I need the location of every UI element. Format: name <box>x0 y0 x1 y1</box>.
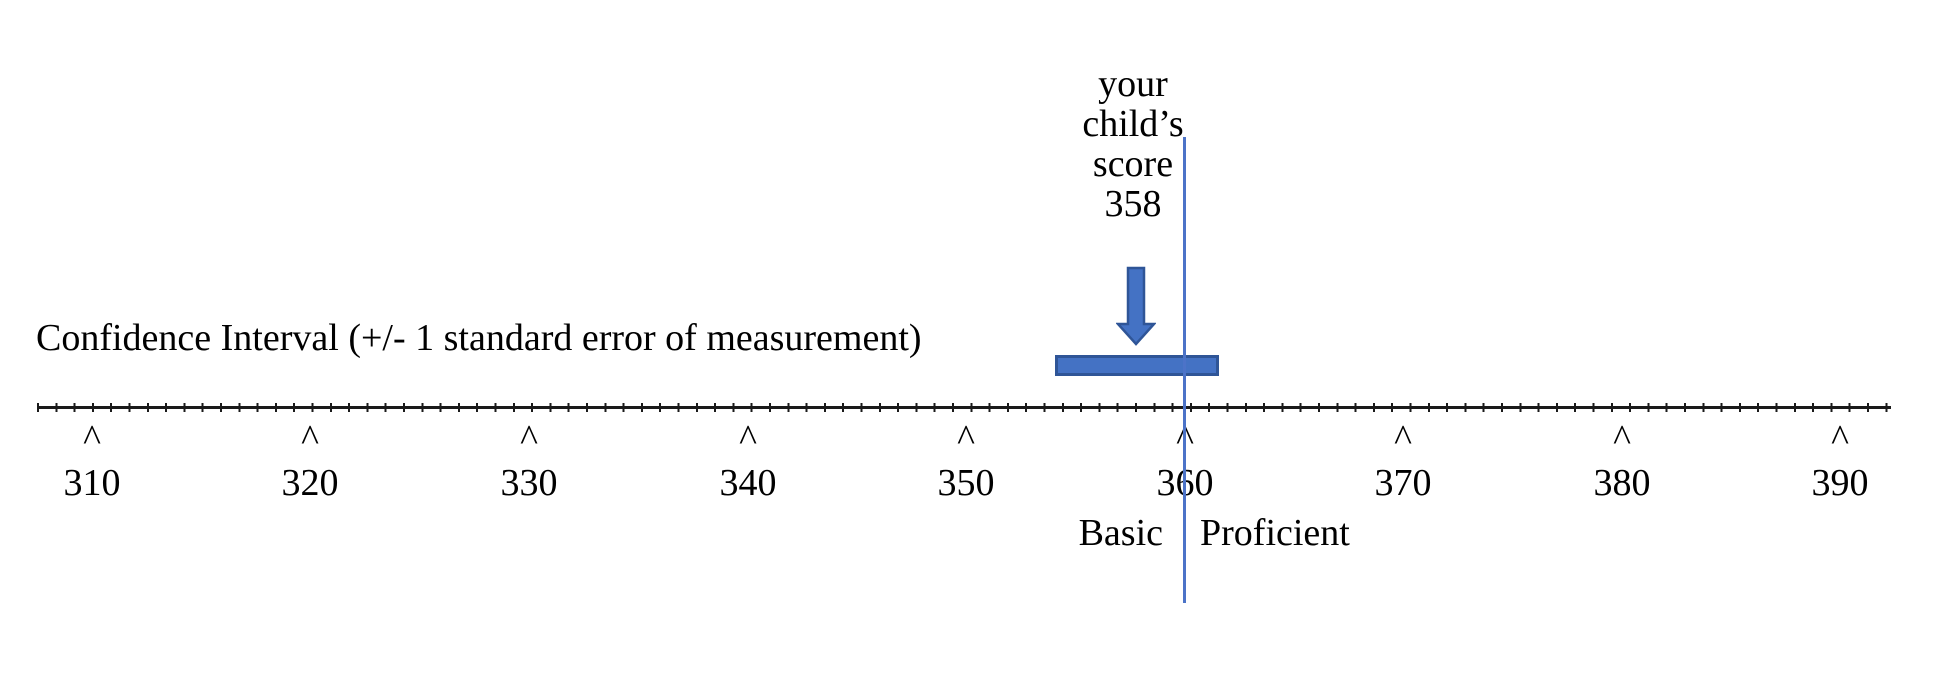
x-axis-tick-label-390: 390 <box>1811 462 1869 504</box>
caret-marker-icon: ^ <box>1831 418 1849 460</box>
score-annotation-value: 358 <box>1104 183 1162 225</box>
caret-marker-icon: ^ <box>520 418 538 460</box>
x-axis-tick-310: ^ 310 <box>32 420 152 502</box>
score-annotation-line-1: your <box>1098 63 1168 105</box>
region-label-basic: Basic <box>1078 512 1163 554</box>
x-axis-tick-320: ^ 320 <box>250 420 370 502</box>
x-axis-tick-370: ^ 370 <box>1343 420 1463 502</box>
x-axis-tick-label-350: 350 <box>937 462 995 504</box>
x-axis-tick-380: ^ 380 <box>1562 420 1682 502</box>
confidence-interval-bar <box>1055 355 1219 376</box>
x-axis-tick-label-380: 380 <box>1593 462 1651 504</box>
caret-marker-icon: ^ <box>957 418 975 460</box>
caret-marker-icon: ^ <box>301 418 319 460</box>
score-annotation-line-3: score <box>1092 143 1174 185</box>
caret-marker-icon: ^ <box>739 418 757 460</box>
cut-score-vertical-line <box>1183 137 1186 603</box>
x-axis-tick-label-320: 320 <box>281 462 339 504</box>
caret-marker-icon: ^ <box>83 418 101 460</box>
x-axis-tick-label-370: 370 <box>1374 462 1432 504</box>
x-axis-tick-label-330: 330 <box>500 462 558 504</box>
x-axis-minor-ticks <box>37 403 1891 412</box>
down-arrow-icon <box>1116 266 1156 346</box>
x-axis-tick-label-340: 340 <box>719 462 777 504</box>
x-axis-tick-350: ^ 350 <box>906 420 1026 502</box>
x-axis-tick-330: ^ 330 <box>469 420 589 502</box>
x-axis-tick-390: ^ 390 <box>1780 420 1900 502</box>
x-axis-tick-340: ^ 340 <box>688 420 808 502</box>
confidence-interval-label: Confidence Interval (+/- 1 standard erro… <box>36 317 922 359</box>
caret-marker-icon: ^ <box>1394 418 1412 460</box>
region-label-proficient: Proficient <box>1200 512 1350 554</box>
caret-marker-icon: ^ <box>1613 418 1631 460</box>
x-axis-tick-label-310: 310 <box>63 462 121 504</box>
score-annotation: your child’s score 358 <box>1033 64 1233 224</box>
score-annotation-line-2: child’s <box>1082 103 1184 145</box>
